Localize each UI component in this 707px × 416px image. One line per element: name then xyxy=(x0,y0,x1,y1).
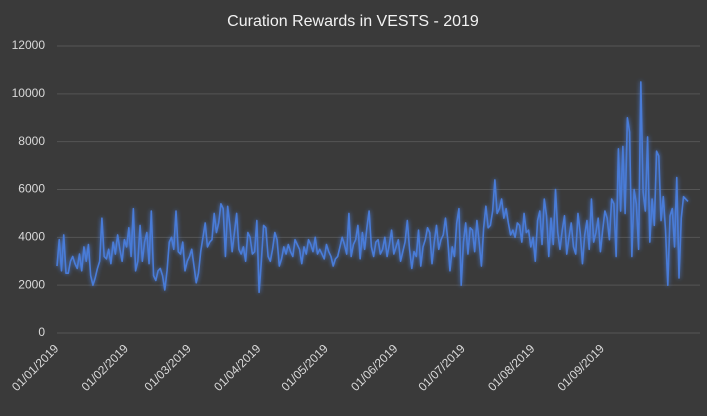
y-tick-label: 6000 xyxy=(18,182,45,196)
y-tick-label: 12000 xyxy=(12,38,46,52)
chart-title: Curation Rewards in VESTS - 2019 xyxy=(227,13,479,30)
y-tick-label: 4000 xyxy=(18,230,45,244)
y-tick-label: 8000 xyxy=(18,134,45,148)
data-line xyxy=(56,81,689,294)
y-tick-label: 2000 xyxy=(18,277,45,291)
y-tick-label: 10000 xyxy=(12,86,46,100)
y-tick-label: 0 xyxy=(38,325,45,339)
